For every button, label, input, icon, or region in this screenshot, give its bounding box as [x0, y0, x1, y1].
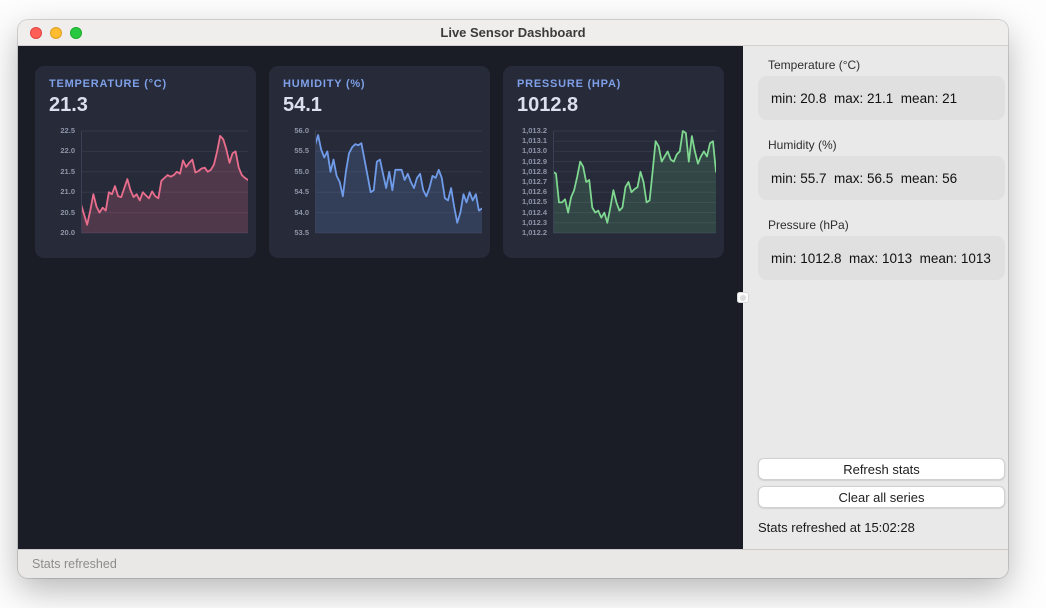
- main-content: TEMPERATURE (°C) 21.3 22.5 22.0 21.5 21.0 20…: [18, 46, 1008, 549]
- humidity-chart: 56.0 55.5 55.0 54.5 54.0 53.5: [283, 125, 482, 239]
- status-bar: Stats refreshed: [18, 549, 1008, 578]
- sparkline-plot: [81, 125, 248, 239]
- stats-refreshed-timestamp: Stats refreshed at 15:02:28: [758, 520, 915, 535]
- sensor-card-temperature: TEMPERATURE (°C) 21.3 22.5 22.0 21.5 21.0 20…: [35, 66, 256, 258]
- window-title: Live Sensor Dashboard: [440, 25, 586, 40]
- status-bar-message: Stats refreshed: [32, 557, 117, 571]
- y-axis-labels: 1,013.2 1,013.1 1,013.0 1,012.9 1,012.8 1,012…: [521, 126, 547, 237]
- stats-section-pressure: Pressure (hPa) min: 1012.8 max: 1013 mea…: [758, 218, 1005, 298]
- y-axis-labels: 22.5 22.0 21.5 21.0 20.5 20.0: [60, 126, 75, 237]
- section-label: Humidity (%): [768, 138, 837, 152]
- card-title: HUMIDITY (%): [283, 78, 366, 90]
- section-label: Temperature (°C): [768, 58, 861, 72]
- section-label: Pressure (hPa): [768, 218, 849, 232]
- card-current-value: 1012.8: [517, 94, 579, 116]
- titlebar[interactable]: Live Sensor Dashboard: [18, 20, 1008, 46]
- splitter-handle[interactable]: [737, 292, 749, 303]
- splitter-dot-icon: [740, 294, 746, 301]
- temperature-stats-field: min: 20.8 max: 21.1 mean: 21: [758, 76, 1005, 120]
- traffic-lights: [18, 26, 82, 39]
- minimize-window-button[interactable]: [50, 26, 62, 39]
- sidebar-spacer: [758, 298, 1005, 458]
- card-title: PRESSURE (HPA): [517, 78, 622, 90]
- temperature-chart: 22.5 22.0 21.5 21.0 20.5 20.0: [49, 125, 248, 239]
- sparkline-plot: [315, 125, 482, 239]
- sparkline-plot: [553, 125, 716, 239]
- charts-panel: TEMPERATURE (°C) 21.3 22.5 22.0 21.5 21.0 20…: [18, 46, 743, 549]
- clear-all-series-button[interactable]: Clear all series: [758, 486, 1005, 508]
- close-window-button[interactable]: [30, 26, 42, 39]
- card-title: TEMPERATURE (°C): [49, 78, 167, 90]
- refresh-stats-button[interactable]: Refresh stats: [758, 458, 1005, 480]
- stats-section-humidity: Humidity (%) min: 55.7 max: 56.5 mean: 5…: [758, 138, 1005, 218]
- sensor-card-pressure: PRESSURE (HPA) 1012.8 1,013.2 1,013.1 1,01…: [503, 66, 724, 258]
- y-axis-labels: 56.0 55.5 55.0 54.5 54.0 53.5: [294, 126, 309, 237]
- stats-section-temperature: Temperature (°C) min: 20.8 max: 21.1 mea…: [758, 58, 1005, 138]
- app-window: Live Sensor Dashboard TEMPERATURE (°C) 2…: [18, 20, 1008, 578]
- stats-sidebar: Temperature (°C) min: 20.8 max: 21.1 mea…: [743, 46, 1008, 549]
- pressure-stats-field: min: 1012.8 max: 1013 mean: 1013: [758, 236, 1005, 280]
- sensor-card-humidity: HUMIDITY (%) 54.1 56.0 55.5 55.0 54.5 54.0 53…: [269, 66, 490, 258]
- humidity-stats-field: min: 55.7 max: 56.5 mean: 56: [758, 156, 1005, 200]
- card-current-value: 21.3: [49, 94, 88, 116]
- zoom-window-button[interactable]: [70, 26, 82, 39]
- pressure-chart: 1,013.2 1,013.1 1,013.0 1,012.9 1,012.8 1,012…: [517, 125, 716, 239]
- card-current-value: 54.1: [283, 94, 322, 116]
